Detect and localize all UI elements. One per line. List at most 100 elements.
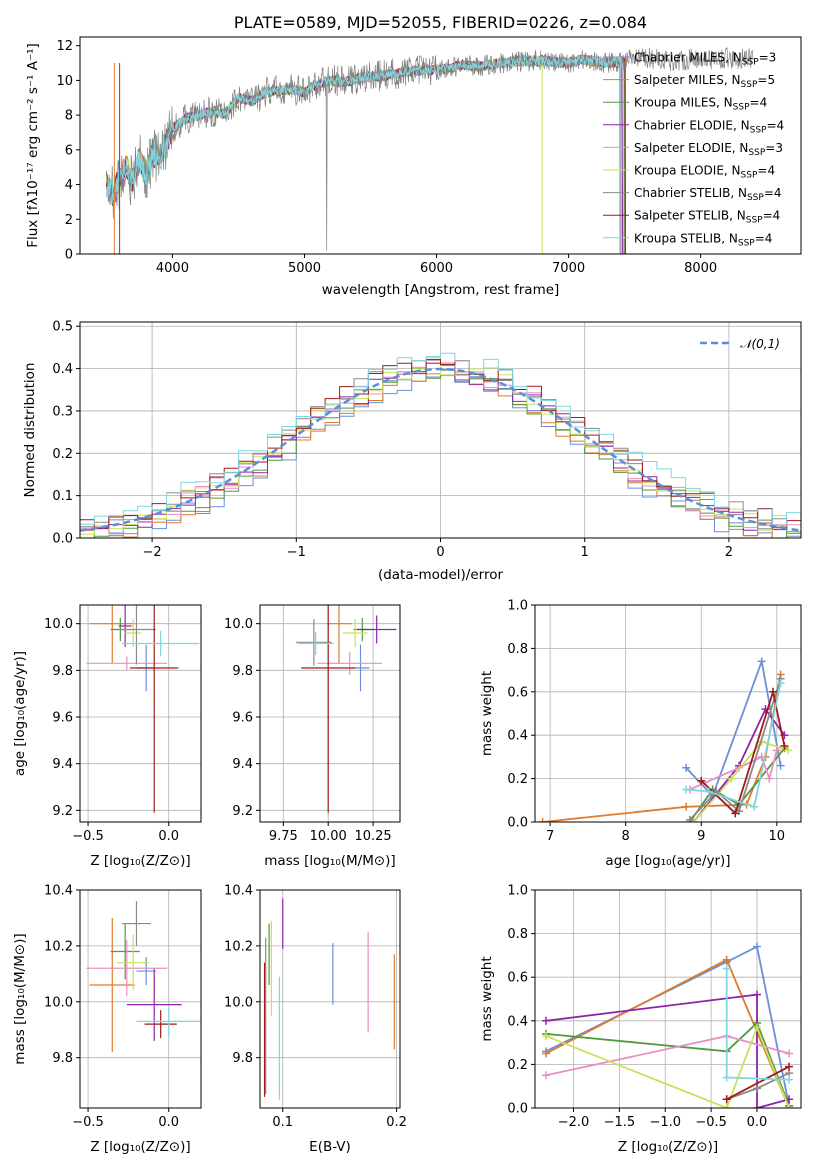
weight-line (545, 1024, 790, 1108)
weight-marker (682, 785, 691, 794)
mass_vs_ebv-frame (259, 889, 401, 1109)
mass_vs_z-frame (79, 889, 202, 1109)
weight-marker (542, 1016, 551, 1025)
weight-marker (542, 1032, 551, 1041)
weight-marker (685, 815, 694, 822)
y-tick-label: 1.0 (507, 884, 528, 899)
y-tick-label: 0 (65, 248, 73, 263)
y-axis-label: Flux [fλ10⁻¹⁷ erg cm⁻² s⁻¹ A⁻¹] (25, 43, 41, 248)
model-line (105, 54, 622, 254)
mass_vs_z-axes: −0.5 0.0 9.8 10.0 10.2 10.4 (44, 884, 201, 1130)
x-tick-label: 0.0 (158, 829, 179, 844)
weight-line (686, 682, 782, 808)
model-line (105, 53, 622, 254)
weight_vs_age-axes: 7 8 9 10 0.0 0.2 0.4 0.6 0.8 1.0 (507, 599, 801, 844)
weight_vs_age-frame (534, 604, 802, 823)
weight-line (693, 740, 789, 822)
age_vs_z-plot (86, 605, 200, 813)
weight-line (685, 657, 782, 798)
errorbar-point (86, 940, 168, 997)
y-tick-label: 0.8 (507, 642, 528, 657)
weight-line (545, 993, 790, 1108)
age_vs_mass-plot (295, 605, 397, 813)
weight-line (689, 678, 782, 821)
legend-entry: 𝒩(0,1) (740, 337, 780, 351)
errorbar-point (121, 630, 200, 657)
x-tick-label: −0.5 (72, 1115, 104, 1130)
y-axis-label: mass weight (479, 671, 495, 756)
y-axis-label: mass [log₁₀(M/M⊙)] (12, 933, 28, 1064)
y-axis-label: Normed distribution (22, 363, 38, 498)
histogram-plot (80, 352, 801, 538)
mass_vs_ebv-axes: 0.1 0.2 9.8 10.0 10.2 10.4 (224, 884, 407, 1131)
weight-marker (785, 1075, 794, 1084)
x-tick-label: 0.1 (272, 1115, 293, 1130)
x-tick-label: 0.0 (747, 1115, 768, 1130)
histogram-series (80, 358, 801, 531)
weight-marker (752, 1023, 761, 1032)
errorbar-point (342, 619, 368, 647)
x-axis-label: mass [log₁₀(M/M⊙)] (264, 853, 395, 869)
y-tick-label: 10 (56, 74, 73, 89)
weight-marker (769, 687, 778, 696)
spectrum-axes: 4000 5000 6000 7000 8000 0 2 4 6 8 10 12 (56, 39, 717, 276)
legend-entry: Chabrier ELODIE, NSSP=4 (634, 118, 784, 135)
weight-marker (538, 818, 547, 822)
y-tick-label: 0.0 (507, 1102, 528, 1117)
weight-marker (757, 657, 766, 666)
weight-marker (682, 802, 691, 811)
weight-marker (722, 1104, 731, 1108)
y-tick-label: 9.6 (232, 711, 253, 726)
x-axis-label: (data-model)/error (378, 567, 504, 583)
weight-line (545, 1035, 790, 1077)
errorbar-point (89, 917, 135, 1053)
age_vs_mass-axes: 9.75 10.00 10.25 9.2 9.4 9.6 9.8 10.0 (224, 605, 400, 844)
y-tick-label: 9.8 (52, 664, 73, 679)
y-tick-label: 0.4 (507, 1014, 528, 1029)
x-tick-label: −0.5 (695, 1115, 727, 1130)
y-tick-label: 12 (56, 39, 73, 54)
x-tick-label: 7 (546, 829, 554, 844)
y-tick-label: 0.8 (507, 927, 528, 942)
data-line (108, 47, 754, 251)
weight-marker (727, 774, 736, 783)
y-tick-label: 8 (65, 109, 73, 124)
weight-marker (542, 1049, 551, 1058)
weight-marker (722, 964, 731, 973)
errorbar-point (89, 605, 135, 664)
errorbar-point (126, 968, 182, 1041)
residuals-axes: −2 −1 0 1 2 0.0 0.1 0.2 0.3 0.4 0.5 (52, 320, 801, 560)
errorbar-point (356, 615, 397, 644)
x-tick-label: −2 (143, 545, 162, 560)
weight-marker (785, 1062, 794, 1071)
legend-entry: Salpeter ELODIE, NSSP=3 (634, 141, 783, 158)
weight-marker (722, 1095, 731, 1104)
x-tick-label: 10.25 (354, 829, 391, 844)
mass_vs_z-plot (86, 901, 201, 1053)
errorbar-point (118, 605, 132, 647)
errorbar-point (117, 605, 156, 665)
y-tick-label: 0.6 (507, 971, 528, 986)
x-tick-label: 0 (436, 545, 444, 560)
x-tick-label: 5000 (288, 261, 321, 276)
x-tick-label: 0.2 (386, 1115, 407, 1130)
weight-marker (682, 763, 691, 772)
y-tick-label: 10.2 (44, 939, 73, 954)
x-tick-label: 9.75 (269, 829, 298, 844)
errorbar-point (130, 605, 179, 813)
weight-marker (704, 787, 713, 796)
weight-marker (752, 990, 761, 999)
y-tick-label: 9.2 (232, 804, 253, 819)
gaussian-curve (80, 367, 801, 532)
weight-marker (697, 776, 706, 785)
y-tick-label: 0.0 (52, 532, 73, 547)
weight_vs_z-plot (542, 942, 794, 1108)
weight-marker (731, 809, 740, 818)
model-line (105, 53, 622, 254)
y-tick-label: 10.2 (224, 939, 253, 954)
weight-line (545, 1021, 790, 1107)
y-tick-label: 2 (65, 213, 73, 228)
x-axis-label: Z [log₁₀(Z/Z⊙)] (618, 1139, 718, 1155)
y-tick-label: 9.8 (52, 1051, 73, 1066)
weight_vs_age-plot (538, 657, 793, 822)
